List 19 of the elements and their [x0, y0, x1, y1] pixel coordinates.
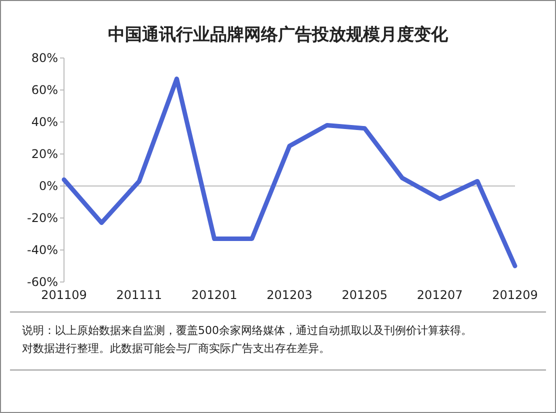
y-tick-label: 60%	[31, 83, 58, 98]
x-tick-label: 201209	[492, 288, 538, 302]
y-tick-label: -60%	[26, 275, 58, 290]
x-tick-label: 201111	[116, 288, 162, 302]
text: 说明：以上原始数据来自监测，覆盖500余家网络媒体，通过自动抓取以及刊例价计算获得。	[22, 324, 472, 337]
y-tick-label: 40%	[31, 115, 58, 130]
x-tick-label: 201109	[41, 288, 87, 302]
y-tick-label: -40%	[26, 243, 58, 258]
y-tick-label: -20%	[26, 211, 58, 226]
x-tick-label: 201207	[416, 288, 463, 302]
chart-title: 中国通讯行业品牌网络广告投放规模月度变化	[108, 25, 449, 45]
text: 对数据进行整理。此数据可能会与厂商实际广告支出存在差异。	[22, 342, 330, 355]
y-tick-label: 20%	[31, 147, 58, 162]
x-tick-label: 201205	[342, 288, 388, 302]
x-tick-label: 201201	[191, 288, 238, 302]
line-series	[62, 76, 518, 268]
x-tick-label: 201203	[266, 288, 312, 302]
y-tick-label: 80%	[31, 51, 58, 66]
y-tick-label: 0%	[38, 179, 58, 194]
